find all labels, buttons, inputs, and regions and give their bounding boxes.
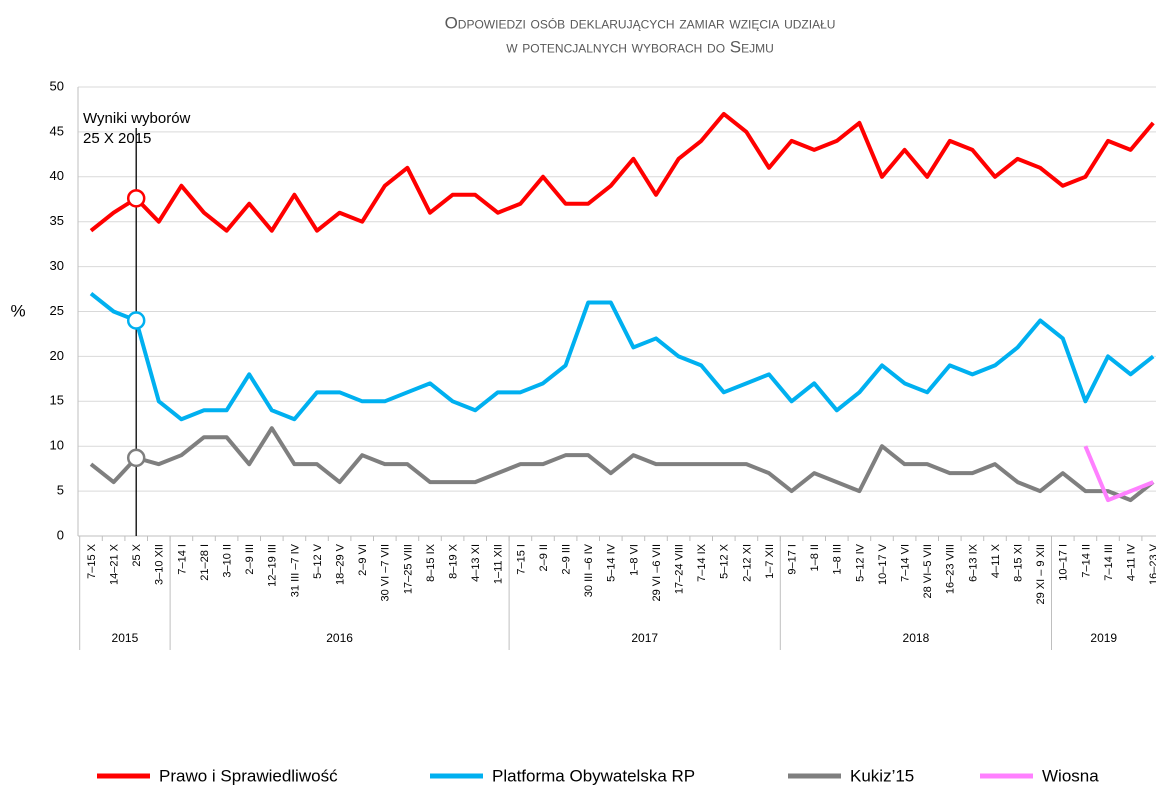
x-tick-label: 2–9 II (538, 544, 550, 572)
x-tick-label: 5–12 IV (854, 543, 866, 582)
x-tick-label: 14–21 X (109, 543, 121, 585)
x-tick-label: 7–14 I (176, 544, 188, 575)
x-tick-label: 7–14 II (1080, 544, 1092, 578)
x-tick-label: 29 VI –6 VII (651, 544, 663, 601)
series-line (89, 111, 1155, 233)
y-tick-label: 0 (57, 527, 64, 542)
y-tick-label: 40 (50, 168, 64, 183)
series-line (1083, 445, 1154, 503)
x-tick-label: 29 XI – 9 XII (1035, 544, 1047, 605)
x-tick-label: 1–8 II (809, 544, 821, 572)
x-tick-label: 2–9 III (561, 544, 573, 575)
chart-title: Odpowiedzi osób deklarujących zamiar wzi… (445, 13, 836, 32)
x-tick-label: 1–8 VI (628, 544, 640, 576)
x-tick-label: 28 VI–5 VII (922, 544, 934, 598)
chart-title: w potencjalnych wyborach do Sejmu (506, 37, 774, 56)
annotation-text: Wyniki wyborów (83, 110, 191, 127)
x-tick-label: 4–11 IV (1126, 543, 1138, 581)
x-tick-label: 6–13 IX (967, 543, 979, 582)
y-axis-label: % (10, 301, 25, 320)
x-tick-label: 10–17 V (877, 543, 889, 585)
y-tick-label: 20 (50, 348, 64, 363)
x-tick-label: 7–15 X (86, 543, 98, 579)
x-tick-label: 4–13 XI (470, 544, 482, 582)
x-tick-label: 16–23 VIII (945, 544, 957, 594)
year-label: 2016 (326, 631, 353, 645)
x-tick-label: 2–12 XI (741, 544, 753, 582)
x-tick-label: 21–28 I (199, 544, 211, 581)
x-tick-label: 5–14 IV (606, 543, 618, 582)
y-tick-label: 25 (50, 303, 64, 318)
y-tick-label: 50 (50, 78, 64, 93)
year-label: 2019 (1090, 631, 1117, 645)
x-tick-label: 1–8 III (832, 544, 844, 575)
year-label: 2015 (112, 631, 139, 645)
election-marker (126, 311, 146, 330)
x-tick-label: 25 X (131, 543, 143, 566)
x-tick-label: 8–15 IX (425, 543, 437, 582)
y-tick-label: 15 (50, 393, 64, 408)
series-line (89, 291, 1155, 422)
x-tick-label: 9–17 I (787, 544, 799, 575)
x-tick-label: 12–19 III (267, 544, 279, 587)
y-tick-label: 5 (57, 483, 64, 498)
x-tick-label: 7–14 III (1103, 544, 1115, 581)
x-tick-label: 1–11 XII (493, 544, 505, 584)
year-label: 2017 (631, 631, 658, 645)
annotation-text: 25 X 2015 (83, 130, 151, 147)
x-tick-label: 5–12 V (312, 543, 324, 579)
x-tick-label: 5–12 X (719, 543, 731, 579)
x-tick-label: 8–15 XI (1013, 544, 1025, 582)
x-tick-label: 2–9 VI (357, 544, 369, 576)
x-tick-label: 10–17 I (1058, 544, 1070, 581)
x-tick-label: 17–25 VIII (402, 544, 414, 594)
x-tick-label: 18–29 V (335, 543, 347, 585)
x-tick-label: 4–11 X (990, 543, 1002, 578)
election-marker (126, 448, 146, 468)
election-marker (126, 189, 146, 208)
x-tick-label: 3–10 XII (154, 544, 166, 585)
x-tick-label: 7–15 I (515, 544, 527, 575)
y-tick-label: 35 (50, 213, 64, 228)
y-tick-label: 45 (50, 123, 64, 138)
legend-label: Platforma Obywatelska RP (492, 766, 695, 785)
legend-label: Kukiz’15 (850, 766, 914, 785)
x-tick-label: 3–10 II (222, 544, 234, 578)
x-tick-label: 1–7 XII (764, 544, 776, 579)
legend-label: Prawo i Sprawiedliwość (159, 766, 338, 785)
x-tick-label: 31 III –7 IV (289, 543, 301, 597)
x-tick-label: 2–9 III (244, 544, 256, 575)
series-line (89, 426, 1155, 503)
x-tick-label: 17–24 VIII (674, 544, 686, 594)
x-tick-label: 7–14 VI (900, 544, 912, 582)
y-tick-label: 10 (50, 438, 64, 453)
year-label: 2018 (903, 631, 930, 645)
x-tick-label: 7–14 IX (696, 543, 708, 582)
x-tick-label: 30 III –6 IV (583, 543, 595, 597)
legend-label: Wiosna (1042, 766, 1099, 785)
x-tick-label: 8–19 X (448, 543, 460, 579)
y-tick-label: 30 (50, 258, 64, 273)
x-tick-label: 16–23 V (1148, 543, 1156, 585)
x-tick-label: 30 VI –7 VII (380, 544, 392, 601)
